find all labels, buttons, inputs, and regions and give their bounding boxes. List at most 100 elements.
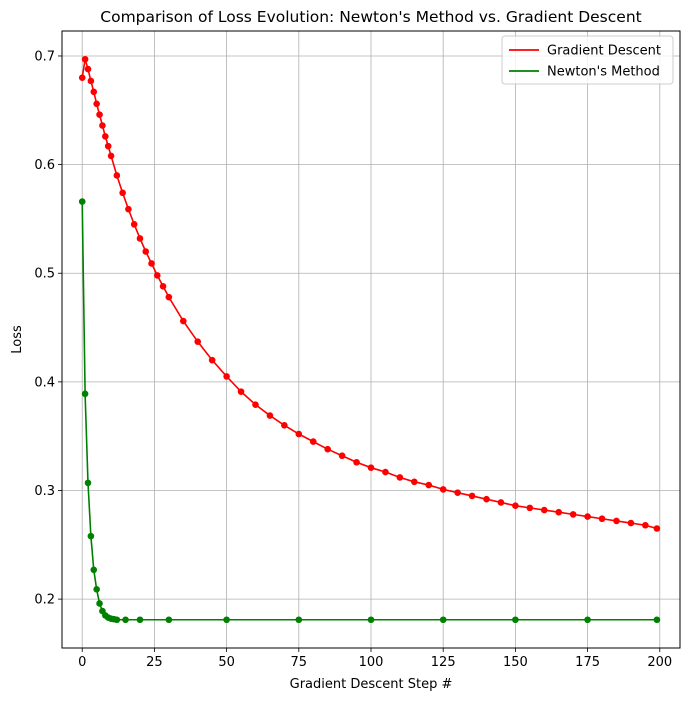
data-point-gradient-descent [266, 412, 274, 419]
data-point-gradient-descent [148, 260, 155, 267]
data-point-gradient-descent [130, 221, 138, 228]
data-point-newton-s-method [84, 479, 92, 487]
data-point-gradient-descent [281, 422, 288, 429]
data-point-gradient-descent [125, 205, 132, 213]
data-point-newton-s-method [136, 616, 144, 624]
legend-label-newtons-method: Newton's Method [547, 65, 660, 80]
legend: Gradient Descent Newton's Method [501, 35, 674, 85]
x-axis: 0 25 50 75 100 125 150 175 200 [78, 648, 672, 670]
data-point-gradient-descent [627, 519, 635, 527]
data-point-newton-s-method [90, 566, 98, 574]
data-point-newton-s-method [512, 616, 519, 624]
data-point-gradient-descent [78, 74, 86, 82]
y-tick-label: 0.7 [34, 49, 55, 64]
data-point-gradient-descent [497, 499, 505, 506]
data-point-newton-s-method [367, 616, 375, 624]
data-point-gradient-descent [598, 515, 606, 523]
data-point-gradient-descent [642, 521, 649, 529]
data-point-gradient-descent [179, 317, 187, 325]
series-newton-s-method [78, 198, 661, 624]
data-point-newton-s-method [584, 616, 591, 624]
data-point-gradient-descent [208, 356, 216, 364]
data-point-gradient-descent [367, 464, 375, 471]
data-point-newton-s-method [439, 616, 447, 624]
data-point-newton-s-method [78, 198, 86, 205]
y-axis-title: Loss [10, 325, 25, 354]
data-point-gradient-descent [454, 489, 461, 496]
x-tick-label: 100 [359, 655, 384, 670]
x-tick-label: 75 [291, 655, 308, 670]
data-point-gradient-descent [555, 508, 563, 516]
data-point-newton-s-method [81, 390, 89, 398]
data-point-gradient-descent [165, 293, 173, 301]
data-point-gradient-descent [468, 492, 476, 500]
data-point-gradient-descent [411, 478, 418, 486]
y-axis: 0.2 0.3 0.4 0.5 0.6 0.7 [34, 49, 62, 608]
data-point-gradient-descent [119, 189, 126, 197]
data-point-gradient-descent [252, 401, 259, 408]
x-axis-title: Gradient Descent Step # [290, 677, 453, 692]
data-point-gradient-descent [584, 513, 591, 520]
y-tick-label: 0.3 [34, 484, 55, 499]
data-point-gradient-descent [194, 338, 202, 345]
data-point-gradient-descent [113, 172, 121, 179]
data-point-newton-s-method [113, 616, 121, 624]
x-tick-label: 200 [647, 655, 672, 670]
data-point-gradient-descent [136, 235, 144, 242]
y-tick-label: 0.6 [34, 158, 55, 173]
data-point-gradient-descent [382, 468, 389, 476]
data-point-gradient-descent [526, 504, 534, 512]
legend-box [501, 35, 674, 85]
x-tick-label: 175 [575, 655, 600, 670]
series-gradient-descent [78, 55, 661, 532]
data-point-newton-s-method [93, 586, 100, 593]
data-point-gradient-descent [93, 100, 100, 108]
data-point-gradient-descent [159, 282, 167, 290]
data-point-gradient-descent [107, 152, 115, 160]
data-point-gradient-descent [90, 88, 98, 96]
data-point-gradient-descent [142, 248, 150, 255]
data-point-gradient-descent [512, 502, 519, 509]
x-tick-label: 0 [78, 655, 86, 670]
data-point-gradient-descent [540, 506, 548, 514]
data-point-gradient-descent [84, 65, 92, 73]
data-point-gradient-descent [569, 511, 577, 518]
data-point-gradient-descent [99, 122, 106, 129]
data-point-gradient-descent [439, 486, 447, 493]
data-point-newton-s-method [295, 616, 303, 624]
x-tick-label: 150 [503, 655, 528, 670]
y-tick-label: 0.4 [34, 375, 55, 390]
data-point-gradient-descent [338, 452, 346, 460]
data-point-gradient-descent [396, 474, 404, 481]
data-point-newton-s-method [653, 616, 661, 624]
data-point-newton-s-method [96, 600, 103, 607]
data-point-newton-s-method [122, 616, 129, 624]
chart-title: Comparison of Loss Evolution: Newton's M… [100, 8, 641, 26]
data-point-gradient-descent [483, 495, 490, 503]
data-point-newton-s-method [165, 616, 173, 624]
grid-lines [62, 31, 680, 648]
data-point-newton-s-method [87, 532, 95, 540]
data-point-gradient-descent [324, 445, 331, 453]
data-point-gradient-descent [81, 55, 89, 63]
data-point-gradient-descent [87, 77, 95, 85]
plot-series [78, 55, 661, 624]
data-point-gradient-descent [353, 458, 360, 466]
data-point-gradient-descent [237, 388, 245, 395]
legend-label-gradient-descent: Gradient Descent [547, 44, 661, 59]
x-tick-label: 50 [218, 655, 235, 670]
data-point-gradient-descent [425, 481, 433, 489]
data-point-gradient-descent [102, 133, 109, 140]
data-point-gradient-descent [104, 142, 112, 150]
y-tick-label: 0.2 [34, 593, 55, 608]
data-point-gradient-descent [653, 525, 661, 532]
data-point-gradient-descent [96, 111, 103, 118]
data-point-gradient-descent [153, 272, 161, 279]
data-point-gradient-descent [295, 430, 303, 438]
x-tick-label: 125 [431, 655, 456, 670]
data-point-newton-s-method [223, 616, 230, 624]
x-tick-label: 25 [146, 655, 163, 670]
